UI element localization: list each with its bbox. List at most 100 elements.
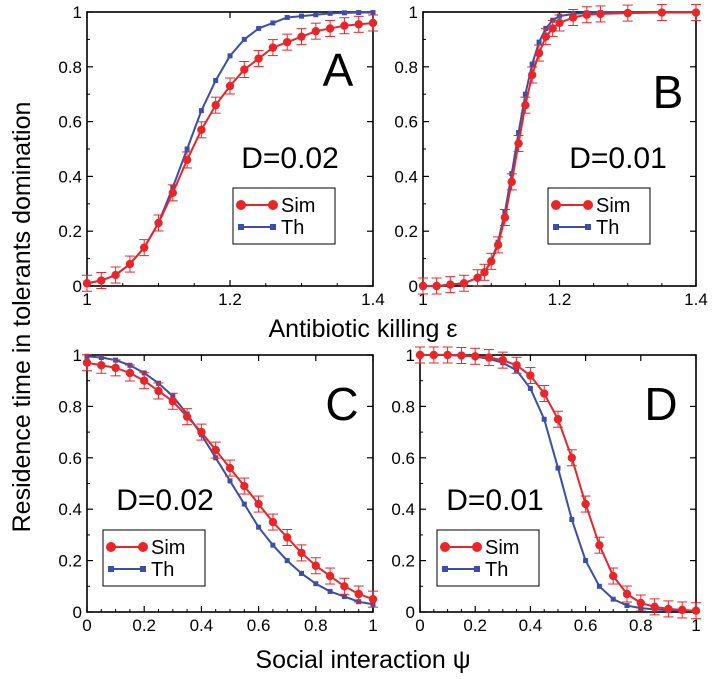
data-point-sim (541, 32, 551, 41)
data-point-th (256, 25, 262, 31)
data-point-sim (168, 397, 177, 406)
data-point-th (270, 542, 276, 548)
data-point-sim (82, 358, 92, 367)
data-point-sim (623, 8, 632, 18)
data-point-th (313, 12, 319, 18)
y-tick-label: 0 (73, 277, 82, 296)
legend-marker (268, 200, 278, 210)
x-tick-label: 1.2 (548, 290, 572, 309)
data-point-sim (534, 48, 544, 58)
data-point-th (184, 146, 190, 152)
y-axis-label: Residence time in tolerants domination (8, 102, 36, 533)
y-tick-label: 0.4 (394, 167, 418, 186)
data-point-sim (500, 213, 510, 222)
legend-label-sim: Sim (485, 537, 519, 559)
data-point-sim (197, 427, 206, 437)
data-point-th (213, 78, 219, 83)
data-point-sim (691, 606, 701, 615)
data-point-sim (240, 65, 249, 74)
data-point-sim (254, 54, 263, 63)
y-tick-label: 0.4 (58, 500, 82, 519)
data-point-th (327, 10, 333, 16)
legend-marker (108, 566, 114, 572)
data-point-sim (97, 276, 106, 285)
panel-label: A (323, 44, 354, 96)
legend-marker (106, 542, 116, 552)
data-point-sim (664, 604, 673, 614)
x-tick-label: 0.6 (247, 616, 271, 635)
panel-label: B (653, 66, 684, 118)
data-point-sim (514, 139, 523, 148)
data-point-th (527, 385, 533, 391)
data-point-th (522, 91, 528, 97)
data-point-sim (595, 540, 604, 550)
data-point-sim (325, 571, 335, 581)
data-point-sim (582, 10, 591, 19)
legend-box (102, 529, 206, 587)
data-point-sim (459, 279, 469, 288)
x-tick-label: 0.2 (463, 616, 487, 635)
data-point-sim (568, 13, 578, 22)
y-tick-label: 1 (73, 346, 82, 365)
data-point-th (541, 416, 547, 422)
data-point-th (256, 524, 262, 530)
data-point-sim (254, 499, 263, 509)
legend-marker (442, 566, 448, 572)
legend-marker (553, 224, 559, 230)
x-tick-label: 1.2 (218, 290, 242, 309)
data-point-sim (484, 353, 494, 362)
data-point-sim (526, 371, 535, 380)
y-tick-label: 1 (409, 3, 418, 22)
data-point-sim (553, 415, 563, 424)
data-point-sim (493, 240, 503, 250)
panel-label: D (644, 378, 677, 430)
y-tick-label: 0 (406, 603, 415, 622)
data-point-sim (471, 352, 480, 361)
x-tick-label: 0.8 (629, 616, 653, 635)
x-tick-label: 0 (415, 616, 424, 635)
y-tick-label: 0.4 (58, 167, 82, 186)
data-point-th (529, 61, 535, 67)
data-point-sim (657, 8, 667, 17)
data-point-th (555, 465, 561, 471)
data-point-th (516, 130, 522, 136)
legend-box (547, 187, 651, 245)
data-point-sim (154, 218, 163, 228)
data-point-sim (182, 155, 192, 165)
data-point-th (583, 558, 589, 564)
x-tick-label: 0.4 (190, 616, 214, 635)
legend-label-th: Th (151, 559, 174, 581)
x-tick-label: 0.8 (304, 616, 328, 635)
data-point-sim (297, 32, 306, 41)
x-axis-label-top: Antibiotic killing ε (268, 315, 457, 343)
data-point-th (596, 583, 602, 589)
data-point-sim (225, 463, 235, 473)
legend-marker (238, 224, 244, 230)
data-point-th (341, 10, 347, 16)
legend-label-th: Th (281, 217, 304, 239)
data-point-th (227, 478, 233, 484)
data-point-th (241, 36, 247, 42)
legend-marker (474, 566, 480, 572)
y-tick-label: 0 (409, 277, 418, 296)
data-point-sim (211, 445, 220, 455)
data-point-sim (622, 589, 632, 599)
parameter-annotation: D=0.02 (241, 142, 339, 175)
data-point-sim (457, 351, 466, 360)
y-tick-label: 1 (73, 3, 82, 22)
legend-box (436, 529, 540, 587)
y-tick-label: 0 (73, 603, 82, 622)
data-point-sim (609, 571, 618, 581)
data-point-th (284, 14, 290, 20)
data-point-sim (528, 70, 537, 80)
data-point-th (270, 20, 276, 26)
data-point-sim (311, 26, 320, 36)
data-point-sim (125, 259, 135, 269)
data-point-sim (480, 268, 489, 277)
